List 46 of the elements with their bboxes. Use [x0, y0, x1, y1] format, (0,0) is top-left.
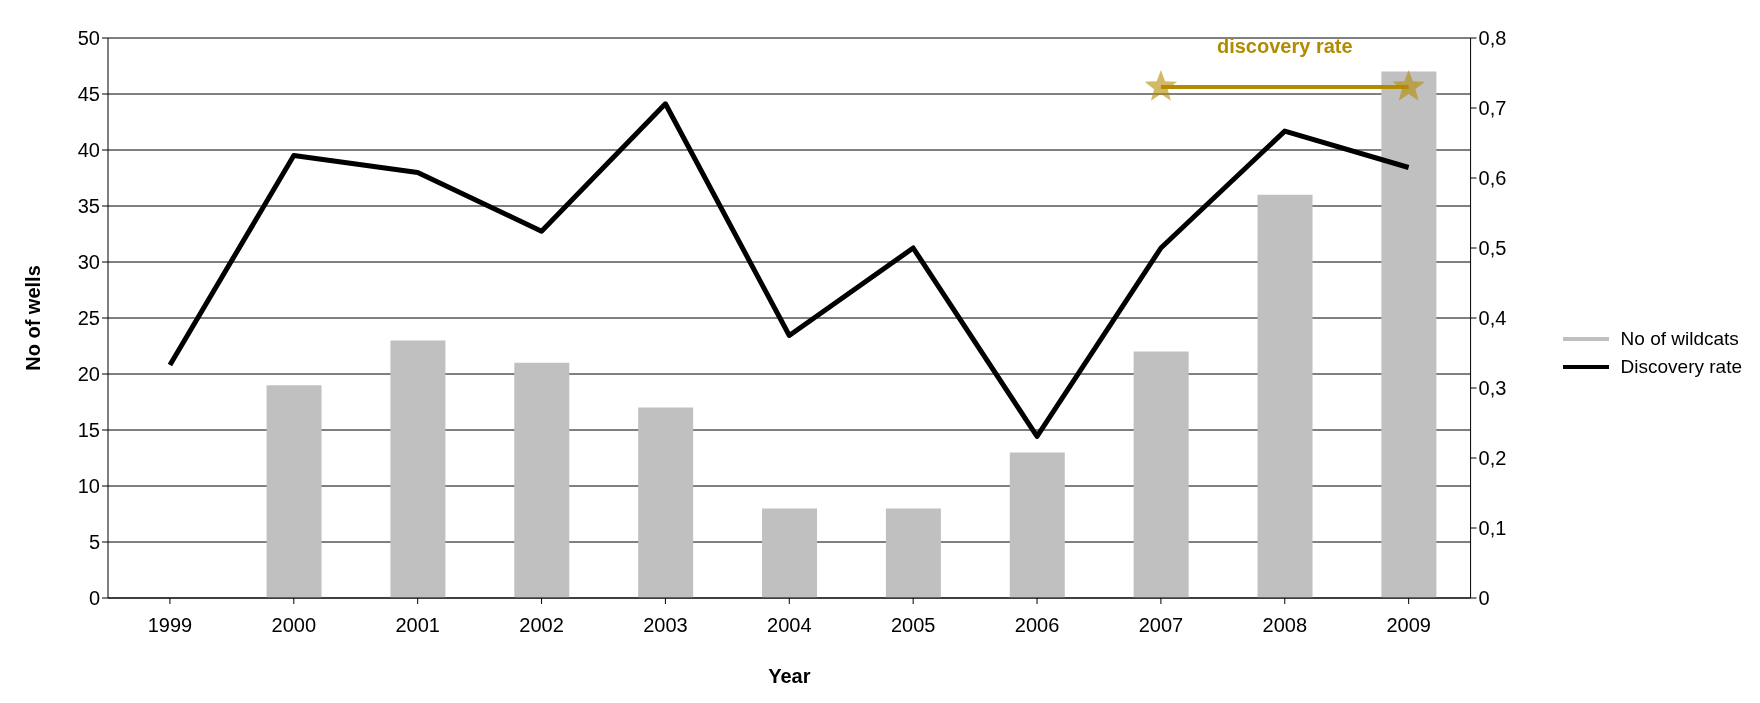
bar — [1133, 351, 1189, 598]
x-tick-label: 2009 — [1386, 614, 1431, 637]
bar — [762, 508, 818, 598]
x-axis-title: Year — [768, 665, 811, 687]
legend-label: No of wildcats — [1620, 328, 1739, 350]
y-tick-label: 35 — [77, 195, 100, 218]
y-tick-label: 0 — [88, 587, 100, 610]
legend-label: Discovery rate — [1620, 356, 1742, 378]
x-tick-label: 2003 — [643, 614, 688, 637]
x-tick-label: 2008 — [1262, 614, 1308, 637]
y-axis-title: No of wells — [22, 265, 45, 371]
bar — [514, 362, 570, 598]
y2-tick-label: 0,2 — [1478, 447, 1507, 470]
x-tick-label: 2007 — [1138, 614, 1184, 637]
y2-tick-label: 0,1 — [1478, 517, 1507, 540]
bar — [885, 508, 941, 598]
bar — [638, 407, 694, 598]
y2-tick-label: 0,6 — [1478, 167, 1507, 190]
y-tick-label: 20 — [77, 363, 100, 386]
x-tick-label: 2002 — [519, 614, 564, 637]
y-tick-label: 45 — [77, 83, 100, 106]
bar — [1381, 71, 1437, 598]
x-tick-label: 2005 — [890, 614, 936, 637]
y2-tick-label: 0,3 — [1478, 377, 1507, 400]
y2-tick-label: 0,8 — [1478, 27, 1507, 50]
series-label: discovery rate — [1216, 35, 1353, 57]
y2-tick-label: 0,5 — [1478, 237, 1507, 260]
y-tick-label: 5 — [88, 531, 100, 554]
x-tick-label: 2004 — [767, 614, 812, 637]
x-tick-label: 1999 — [147, 614, 193, 637]
y-tick-label: 50 — [77, 27, 100, 50]
y-tick-label: 40 — [77, 139, 100, 162]
y-tick-label: 15 — [77, 419, 100, 442]
y2-tick-label: 0 — [1478, 587, 1490, 610]
y-tick-label: 25 — [77, 307, 100, 330]
bar — [1009, 452, 1065, 598]
x-tick-label: 2006 — [1014, 614, 1060, 637]
y-tick-label: 10 — [77, 475, 100, 498]
bar — [1257, 194, 1313, 598]
bar — [390, 340, 446, 598]
y2-tick-label: 0,4 — [1478, 307, 1507, 330]
x-tick-label: 2001 — [395, 614, 440, 637]
x-tick-label: 2000 — [271, 614, 317, 637]
bar — [266, 385, 322, 598]
y-tick-label: 30 — [77, 251, 100, 274]
y2-tick-label: 0,7 — [1478, 97, 1507, 120]
